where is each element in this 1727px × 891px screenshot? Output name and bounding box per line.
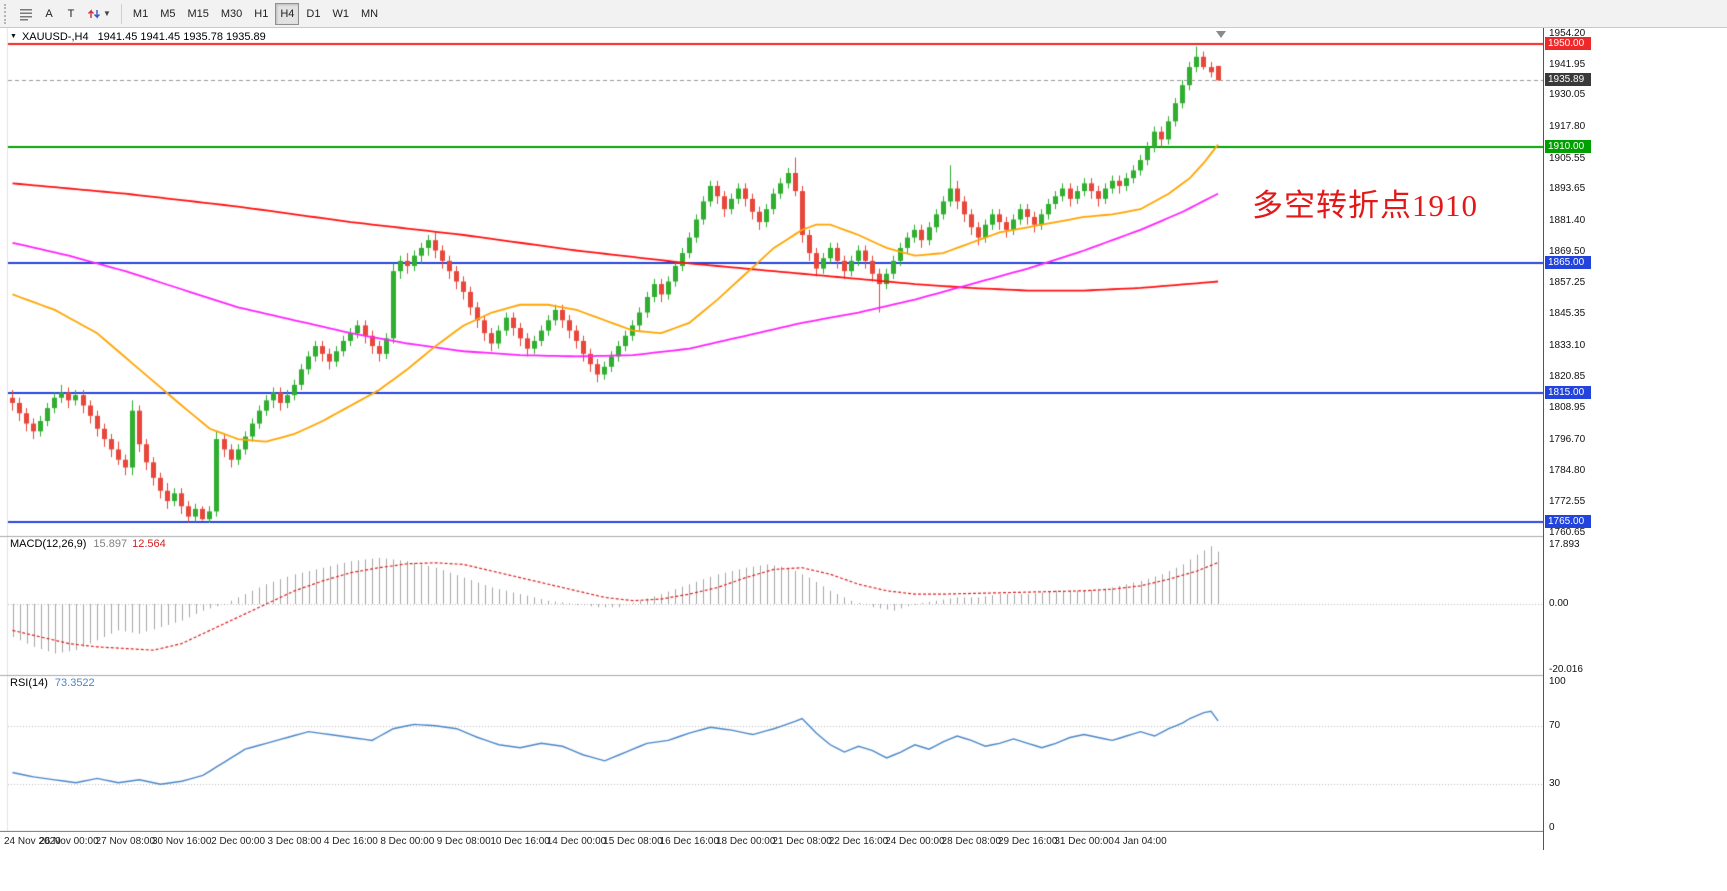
time-axis-label: 24 Dec 00:00 bbox=[885, 836, 945, 847]
price-tick-label: 1857.25 bbox=[1549, 277, 1586, 289]
rsi-axis-label: 70 bbox=[1549, 719, 1561, 731]
macd-axis-label: 0.00 bbox=[1549, 597, 1569, 609]
price-tick-label: 1808.95 bbox=[1549, 402, 1586, 414]
price-tick-label: 1917.80 bbox=[1549, 121, 1586, 133]
time-axis-label: 14 Dec 00:00 bbox=[546, 836, 607, 847]
rsi-label: RSI(14) 73.3522 bbox=[10, 677, 95, 689]
price-tick-label: 1954.20 bbox=[1549, 28, 1586, 39]
toolbar-separator bbox=[120, 3, 122, 24]
timeframe-button-h1[interactable]: H1 bbox=[249, 3, 273, 25]
price-tick-label: 1845.35 bbox=[1549, 308, 1586, 320]
timeframe-group: M1 M5 M15 M30 H1 H4 D1 W1 MN bbox=[127, 2, 384, 25]
toolbar-drag-handle[interactable] bbox=[4, 3, 10, 24]
up-down-arrows-icon bbox=[88, 8, 100, 19]
chevron-down-icon: ▼ bbox=[103, 9, 111, 18]
rsi-name: RSI(14) bbox=[10, 677, 48, 689]
price-level-badge: 1765.00 bbox=[1545, 514, 1591, 528]
text-tool-button[interactable]: T bbox=[60, 3, 82, 25]
timeframe-button-w1[interactable]: W1 bbox=[327, 3, 354, 25]
price-tick-label: 1869.50 bbox=[1549, 245, 1586, 257]
time-axis-label: 22 Dec 16:00 bbox=[828, 836, 889, 847]
time-axis-label: 3 Dec 08:00 bbox=[267, 836, 322, 847]
time-axis-label: 30 Nov 16:00 bbox=[151, 836, 212, 847]
timeframe-button-m1[interactable]: M1 bbox=[128, 3, 153, 25]
time-axis-label: 16 Dec 16:00 bbox=[659, 836, 720, 847]
annotation-text[interactable]: 多空转折点1910 bbox=[1252, 188, 1478, 223]
timeframe-button-m5[interactable]: M5 bbox=[155, 3, 180, 25]
price-tick-label: 1784.80 bbox=[1549, 464, 1586, 476]
time-axis-label: 8 Dec 00:00 bbox=[380, 836, 435, 847]
timeframe-button-mn[interactable]: MN bbox=[356, 3, 383, 25]
time-axis-label: 29 Dec 16:00 bbox=[997, 836, 1058, 847]
time-axis-label: 28 Dec 08:00 bbox=[941, 836, 1002, 847]
time-axis-label: 4 Dec 16:00 bbox=[323, 836, 378, 847]
macd-name: MACD(12,26,9) bbox=[10, 538, 87, 550]
timeframe-button-d1[interactable]: D1 bbox=[301, 3, 325, 25]
time-axis-label: 24 Nov 2020 bbox=[4, 836, 61, 847]
price-tick-label: 1760.65 bbox=[1549, 527, 1586, 538]
timeframe-button-m15[interactable]: M15 bbox=[182, 3, 213, 25]
rsi-value: 73.3522 bbox=[54, 677, 95, 689]
macd-axis-label: -20.016 bbox=[1549, 664, 1583, 675]
price-level-badge: 1910.00 bbox=[1545, 140, 1591, 154]
price-tick-label: 1930.05 bbox=[1549, 89, 1586, 101]
macd-axis-label: 17.893 bbox=[1549, 539, 1580, 550]
annotate-a-button[interactable]: A bbox=[38, 3, 60, 25]
time-axis-label: 4 Jan 04:00 bbox=[1114, 836, 1167, 847]
time-axis-label: 2 Dec 00:00 bbox=[211, 836, 266, 847]
rsi-axis-label: 30 bbox=[1549, 778, 1561, 790]
price-level-badge: 1950.00 bbox=[1545, 36, 1591, 50]
price-level-badge: 1865.00 bbox=[1545, 256, 1591, 270]
chart-canvas[interactable] bbox=[0, 28, 1543, 832]
timeframe-button-m30[interactable]: M30 bbox=[216, 3, 247, 25]
rsi-panel-splitter[interactable] bbox=[0, 673, 1543, 678]
chart-grid-icon bbox=[20, 8, 32, 20]
ohlc-values: 1941.45 1941.45 1935.78 1935.89 bbox=[97, 31, 266, 43]
time-axis-label: 9 Dec 08:00 bbox=[436, 836, 491, 847]
chart-grid-button[interactable] bbox=[14, 3, 38, 25]
macd-main-value: 15.897 bbox=[93, 538, 128, 550]
time-axis-label: 10 Dec 16:00 bbox=[490, 836, 550, 847]
time-axis-label: 26 Nov 00:00 bbox=[39, 836, 99, 847]
chart-title: ▼ XAUUSD-,H4 1941.45 1941.45 1935.78 1935.… bbox=[10, 31, 266, 43]
macd-panel-splitter[interactable] bbox=[0, 534, 1543, 539]
rsi-axis-label: 0 bbox=[1549, 822, 1555, 833]
price-tick-label: 1893.65 bbox=[1549, 183, 1586, 195]
timeframe-button-h4[interactable]: H4 bbox=[275, 2, 300, 25]
price-level-badge: 1815.00 bbox=[1545, 385, 1591, 399]
time-axis-label: 27 Nov 08:00 bbox=[95, 836, 156, 847]
price-tick-label: 1905.55 bbox=[1549, 152, 1586, 164]
rsi-axis-label: 100 bbox=[1549, 676, 1566, 687]
toolbar: A T ▼ M1 M5 M15 M30 H1 H4 D1 W1 MN bbox=[0, 0, 1727, 28]
current-price-badge: 1935.89 bbox=[1545, 73, 1591, 87]
chart-shift-marker-icon[interactable] bbox=[1216, 31, 1226, 38]
price-tick-label: 1881.40 bbox=[1549, 215, 1586, 227]
price-tick-label: 1772.55 bbox=[1549, 496, 1586, 508]
time-axis-label: 18 Dec 00:00 bbox=[715, 836, 776, 847]
macd-signal-value: 12.564 bbox=[132, 538, 166, 550]
price-tick-label: 1796.70 bbox=[1549, 433, 1586, 445]
time-axis-label: 21 Dec 08:00 bbox=[772, 836, 832, 847]
time-axis-label: 15 Dec 08:00 bbox=[603, 836, 663, 847]
price-tick-label: 1941.95 bbox=[1549, 58, 1586, 70]
symbol-dropdown-triangle-icon[interactable]: ▼ bbox=[10, 33, 17, 40]
price-tick-label: 1833.10 bbox=[1549, 339, 1586, 351]
symbol-period-label: XAUUSD-,H4 bbox=[21, 31, 89, 43]
arrows-dropdown-button[interactable]: ▼ bbox=[82, 3, 116, 25]
macd-label: MACD(12,26,9) 15.897 12.564 bbox=[10, 538, 166, 550]
price-axis[interactable]: 1954.20 1941.95 1930.05 1917.80 1905.55 1893.… bbox=[1543, 28, 1727, 850]
price-tick-label: 1820.85 bbox=[1549, 371, 1586, 383]
time-axis[interactable]: 24 Nov 2020 26 Nov 00:00 27 Nov 08:00 30 No… bbox=[0, 832, 1543, 850]
time-axis-label: 31 Dec 00:00 bbox=[1054, 836, 1114, 847]
